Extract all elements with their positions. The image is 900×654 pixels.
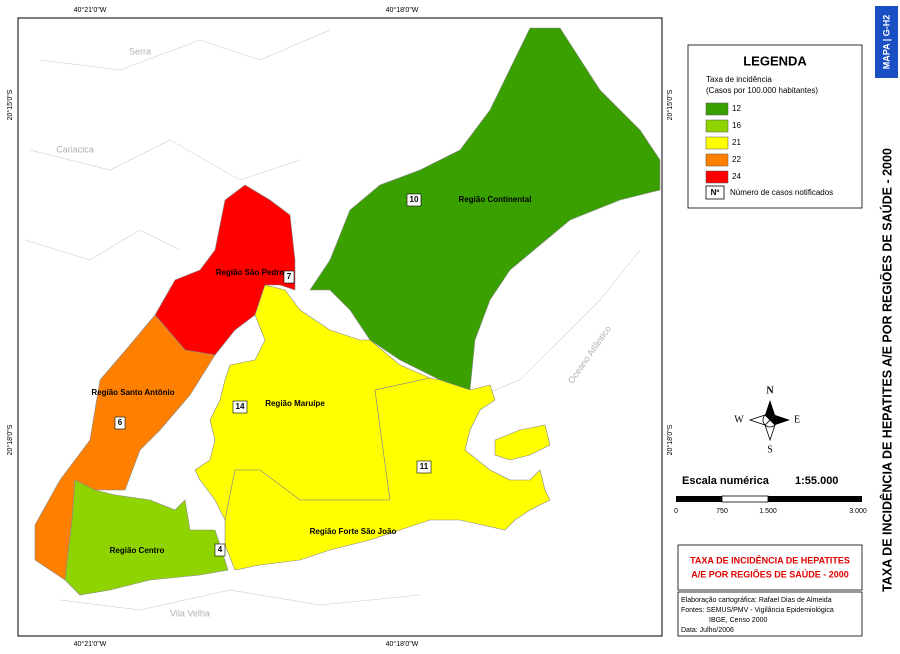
case-count: 10 bbox=[410, 195, 419, 204]
place-label: Cariacica bbox=[56, 144, 94, 154]
credits-box bbox=[677, 591, 863, 637]
coordinate-label: 40°18'0"W bbox=[386, 640, 419, 648]
legend-swatch bbox=[705, 153, 729, 167]
scale-tick: 750 bbox=[716, 508, 728, 515]
legend-label: 24 bbox=[732, 172, 741, 181]
side-title: TAXA DE INCIDÊNCIA DE HEPATITES A/E POR … bbox=[879, 148, 894, 592]
coordinate-label: 20°18'0"S bbox=[6, 424, 14, 455]
case-count: 14 bbox=[236, 402, 245, 411]
region-name: Região Forte São João bbox=[310, 527, 397, 536]
legend-swatch bbox=[705, 136, 729, 150]
compass-label: S bbox=[767, 444, 773, 455]
compass-label: W bbox=[734, 414, 744, 425]
legend-label: 16 bbox=[732, 121, 741, 130]
title-line: TAXA DE INCIDÊNCIA DE HEPATITES bbox=[690, 554, 850, 565]
legend-swatch bbox=[705, 170, 729, 184]
title-box bbox=[677, 544, 863, 591]
legend-subtitle: (Casos por 100.000 habitantes) bbox=[706, 86, 818, 95]
compass-label: N bbox=[766, 385, 774, 396]
scale-label: Escala numérica bbox=[682, 475, 770, 487]
map-code-box bbox=[875, 6, 898, 78]
road bbox=[24, 229, 181, 261]
road bbox=[29, 139, 301, 181]
legend-label: 22 bbox=[732, 155, 741, 164]
credit-line: IBGE, Censo 2000 bbox=[709, 617, 767, 624]
case-box bbox=[214, 543, 226, 557]
case-symbol: Nº bbox=[711, 188, 720, 197]
case-symbol-label: Número de casos notificados bbox=[730, 188, 833, 197]
compass: N S E W bbox=[734, 385, 800, 455]
map-code: MAPA | G-H2 bbox=[881, 15, 891, 70]
title-line: A/E POR REGIÕES DE SAÚDE - 2000 bbox=[691, 568, 849, 579]
background-lines bbox=[24, 29, 641, 611]
case-count: 7 bbox=[287, 272, 292, 281]
place-label: Vila Velha bbox=[170, 608, 210, 618]
credit-line: Fontes: SEMUS/PMV - Vigilância Epidemiol… bbox=[681, 607, 834, 614]
case-count: 6 bbox=[118, 418, 123, 427]
region-name: Região Santo Antônio bbox=[91, 388, 174, 397]
legend-subtitle: Taxa de incidência bbox=[706, 75, 772, 84]
case-symbol-box bbox=[705, 185, 725, 200]
scale-tick: 0 bbox=[674, 508, 678, 515]
region-forte-sao-joao-island bbox=[494, 424, 551, 461]
coordinate-label: 40°21'0"W bbox=[74, 640, 107, 648]
case-box bbox=[283, 270, 295, 284]
region-continental bbox=[309, 27, 661, 391]
scale-bar bbox=[676, 495, 862, 503]
legend-label: 12 bbox=[732, 104, 741, 113]
coordinate-label: 40°18'0"W bbox=[386, 6, 419, 14]
scale-tick: 1.500 bbox=[759, 508, 777, 515]
region-name: Região Maruípe bbox=[265, 399, 325, 408]
legend-swatch bbox=[705, 119, 729, 133]
legend-title: LEGENDA bbox=[743, 53, 807, 68]
region-name: Região Continental bbox=[459, 195, 532, 204]
case-count: 11 bbox=[420, 462, 429, 471]
credit-line: Elaboração cartográfica: Rafael Dias de … bbox=[681, 597, 832, 604]
region-name: Região São Pedro bbox=[216, 268, 285, 277]
region-sao-pedro bbox=[154, 184, 296, 356]
case-box bbox=[406, 193, 422, 207]
case-count: 4 bbox=[218, 545, 223, 554]
case-box bbox=[232, 400, 248, 414]
compass-arrow bbox=[765, 400, 775, 420]
compass-arrow bbox=[770, 415, 790, 425]
coordinate-label: 40°21'0"W bbox=[74, 6, 107, 14]
legend-label: 21 bbox=[732, 138, 741, 147]
scale-ratio: 1:55.000 bbox=[795, 475, 838, 487]
place-label: Serra bbox=[129, 46, 151, 56]
coordinate-label: 20°15'0"S bbox=[666, 89, 674, 120]
coordinate-label: 20°18'0"S bbox=[666, 424, 674, 455]
region-name: Região Centro bbox=[110, 546, 165, 555]
compass-label: E bbox=[794, 414, 800, 425]
scale-segment bbox=[721, 495, 769, 503]
legend-items: 12 16 21 22 24 bbox=[705, 102, 741, 184]
scale-segment bbox=[676, 496, 722, 502]
scale-tick: 3.000 bbox=[849, 508, 867, 515]
road bbox=[59, 589, 421, 611]
region-forte-sao-joao bbox=[224, 377, 551, 571]
coast bbox=[469, 249, 641, 401]
coordinate-label: 20°15'0"S bbox=[6, 89, 14, 120]
credit-line: Data: Julho/2006 bbox=[681, 627, 734, 634]
legend-swatch bbox=[705, 102, 729, 116]
compass-ring bbox=[762, 412, 778, 428]
scale-segment bbox=[768, 496, 862, 502]
road bbox=[39, 29, 331, 71]
case-counts: 10 7 6 14 11 4 bbox=[114, 193, 432, 557]
case-box bbox=[416, 460, 432, 474]
case-box bbox=[114, 416, 126, 430]
